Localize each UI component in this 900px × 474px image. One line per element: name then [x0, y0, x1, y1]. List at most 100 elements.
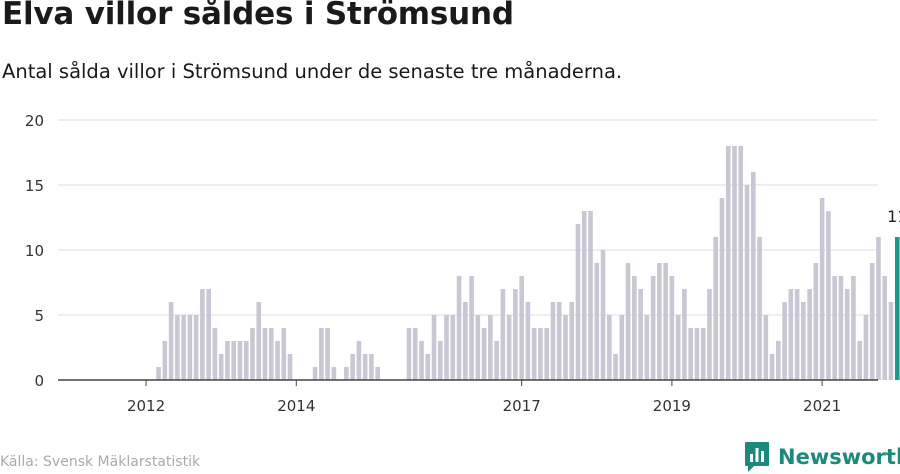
bar	[356, 341, 362, 380]
bar	[844, 289, 850, 380]
bar	[625, 263, 631, 380]
bar	[168, 302, 174, 380]
bar	[581, 211, 587, 380]
bar	[607, 315, 612, 380]
bar	[763, 315, 769, 380]
bar	[757, 237, 762, 380]
bar	[769, 354, 775, 380]
bar	[776, 341, 781, 380]
bar	[250, 328, 255, 380]
bar	[876, 237, 881, 380]
bar	[688, 328, 693, 380]
bar	[569, 302, 575, 380]
bar	[857, 341, 862, 380]
highlight-value-label: 11	[887, 207, 900, 226]
bar	[807, 289, 812, 380]
bar	[206, 289, 211, 380]
x-tick-label: 2014	[277, 397, 315, 415]
bar	[156, 367, 161, 380]
bar	[431, 315, 437, 380]
bar	[600, 250, 606, 380]
bar	[644, 315, 650, 380]
bar	[882, 276, 888, 380]
x-tick-label: 2019	[653, 397, 691, 415]
brand-logo[interactable]: Newsworthy	[744, 441, 900, 473]
bar	[550, 302, 556, 380]
bar	[588, 211, 593, 380]
bar	[732, 146, 737, 380]
bar	[469, 276, 474, 380]
bar	[181, 315, 186, 380]
bar	[669, 276, 675, 380]
bar	[481, 328, 487, 380]
bar	[463, 302, 468, 380]
source-note: Källa: Svensk Mäklarstatistik	[0, 454, 201, 470]
bar	[519, 276, 524, 380]
bar	[888, 302, 894, 380]
y-tick-label: 20	[25, 112, 44, 130]
bar	[788, 289, 794, 380]
bar	[819, 198, 825, 380]
bar	[325, 328, 330, 380]
bar	[344, 367, 349, 380]
bar	[281, 328, 287, 380]
bar	[162, 341, 168, 380]
bar	[262, 328, 268, 380]
bar	[750, 172, 756, 380]
x-tick-label: 2017	[503, 397, 541, 415]
bar	[331, 367, 337, 380]
bar	[369, 354, 374, 380]
bar	[193, 315, 199, 380]
bar	[319, 328, 324, 380]
bar	[412, 328, 418, 380]
bar	[575, 224, 581, 380]
bar	[225, 341, 230, 380]
bar	[826, 211, 831, 380]
bar	[287, 354, 293, 380]
bar	[375, 367, 380, 380]
x-axis-ticks: 2012 2014 2017 2019 2021	[127, 380, 841, 415]
bar	[525, 302, 531, 380]
bar	[243, 341, 249, 380]
bar	[531, 328, 537, 380]
bar	[638, 289, 643, 380]
bar	[538, 328, 543, 380]
bar	[256, 302, 262, 380]
brand-name: Newsworthy	[778, 445, 900, 469]
bar	[268, 328, 274, 380]
y-tick-label: 5	[34, 307, 44, 325]
newsworthy-logo-icon	[745, 442, 769, 472]
bar	[218, 354, 224, 380]
bar	[619, 315, 625, 380]
bar	[694, 328, 700, 380]
bar	[675, 315, 681, 380]
bar	[513, 289, 518, 380]
bar	[682, 289, 687, 380]
bar	[657, 263, 662, 380]
bar	[851, 276, 856, 380]
bar	[450, 315, 456, 380]
bar	[544, 328, 549, 380]
bar	[782, 302, 787, 380]
bar	[212, 328, 218, 380]
bar	[231, 341, 236, 380]
bar	[725, 146, 731, 380]
bar	[738, 146, 744, 380]
y-tick-label: 0	[34, 372, 44, 390]
bar	[719, 198, 725, 380]
bar	[444, 315, 449, 380]
bar	[456, 276, 462, 380]
y-axis-ticks: 0 5 10 15 20	[25, 112, 44, 390]
x-tick-label: 2021	[803, 397, 841, 415]
bar	[713, 237, 719, 380]
bar	[419, 341, 424, 380]
bar	[494, 341, 499, 380]
bar	[488, 315, 493, 380]
chart-subtitle: Antal sålda villor i Strömsund under de …	[2, 60, 623, 83]
bar	[563, 315, 568, 380]
bar	[663, 263, 668, 380]
bar	[838, 276, 844, 380]
bar	[556, 302, 562, 380]
bar-highlight	[894, 237, 900, 380]
